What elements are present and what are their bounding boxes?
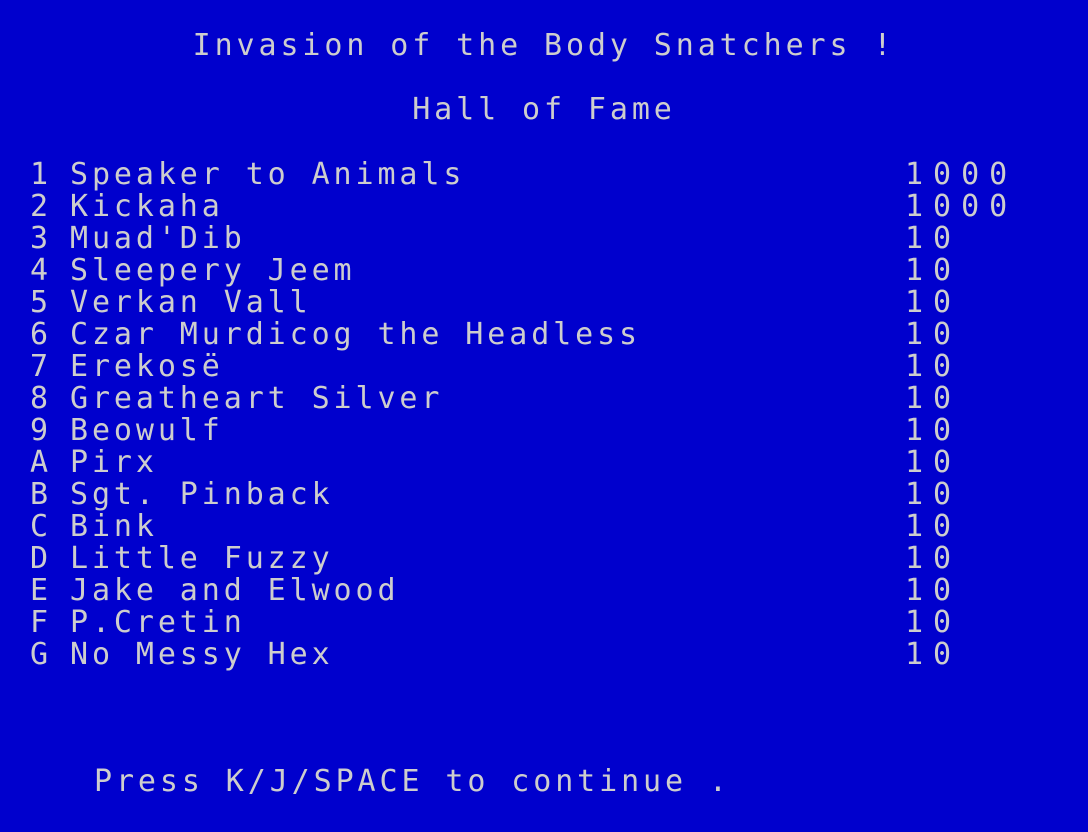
score-row: C Bink 10	[0, 511, 1088, 543]
entry-rank: E	[30, 573, 52, 608]
entry-rank: 4	[30, 253, 52, 288]
entry-score: 10	[905, 253, 962, 288]
entry-score: 10	[905, 605, 962, 640]
entry-name: Pirx	[70, 445, 158, 480]
score-row: A Pirx 10	[0, 447, 1088, 479]
entry-name: Speaker to Animals	[70, 157, 466, 192]
entry-score: 10	[905, 477, 962, 512]
entry-score: 10	[905, 285, 962, 320]
entry-name: Sgt. Pinback	[70, 477, 334, 512]
entry-score: 10	[905, 445, 962, 480]
entry-rank: A	[30, 445, 52, 480]
entry-score: 10	[905, 349, 962, 384]
entry-rank: 1	[30, 157, 52, 192]
score-row: 4 Sleepery Jeem 10	[0, 255, 1088, 287]
continue-prompt: Press K/J/SPACE to continue .	[94, 764, 731, 799]
score-row: 8 Greatheart Silver 10	[0, 383, 1088, 415]
entry-name: Little Fuzzy	[70, 541, 334, 576]
entry-name: Jake and Elwood	[70, 573, 400, 608]
score-row: 6 Czar Murdicog the Headless 10	[0, 319, 1088, 351]
entry-score: 10	[905, 221, 962, 256]
entry-rank: D	[30, 541, 52, 576]
entry-score: 10	[905, 509, 962, 544]
score-row: D Little Fuzzy 10	[0, 543, 1088, 575]
entry-score: 1000	[905, 189, 1018, 224]
score-row: F P.Cretin 10	[0, 607, 1088, 639]
entry-rank: 9	[30, 413, 52, 448]
entry-rank: 8	[30, 381, 52, 416]
entry-score: 10	[905, 381, 962, 416]
hall-of-fame-heading: Hall of Fame	[412, 92, 676, 127]
score-row: 7 Erekosë 10	[0, 351, 1088, 383]
entry-score: 10	[905, 637, 962, 672]
score-row: 2 Kickaha 1000	[0, 191, 1088, 223]
entry-name: Sleepery Jeem	[70, 253, 356, 288]
game-title: Invasion of the Body Snatchers !	[192, 28, 896, 63]
entry-name: Kickaha	[70, 189, 224, 224]
entry-name: No Messy Hex	[70, 637, 334, 672]
entry-name: Czar Murdicog the Headless	[70, 317, 641, 352]
entry-name: Beowulf	[70, 413, 224, 448]
entry-score: 10	[905, 317, 962, 352]
entry-score: 10	[905, 413, 962, 448]
entry-score: 10	[905, 541, 962, 576]
score-row: 1 Speaker to Animals 1000	[0, 159, 1088, 191]
entry-rank: G	[30, 637, 52, 672]
entry-rank: 5	[30, 285, 52, 320]
score-row: 3 Muad'Dib 10	[0, 223, 1088, 255]
score-row: 9 Beowulf 10	[0, 415, 1088, 447]
entry-score: 10	[905, 573, 962, 608]
entry-rank: 6	[30, 317, 52, 352]
entry-name: P.Cretin	[70, 605, 246, 640]
entry-rank: 3	[30, 221, 52, 256]
entry-name: Verkan Vall	[70, 285, 312, 320]
score-row: G No Messy Hex 10	[0, 639, 1088, 671]
score-row: 5 Verkan Vall 10	[0, 287, 1088, 319]
entry-rank: B	[30, 477, 52, 512]
entry-rank: F	[30, 605, 52, 640]
score-row: E Jake and Elwood 10	[0, 575, 1088, 607]
entry-name: Greatheart Silver	[70, 381, 444, 416]
entry-name: Bink	[70, 509, 158, 544]
entry-name: Muad'Dib	[70, 221, 246, 256]
score-row: B Sgt. Pinback 10	[0, 479, 1088, 511]
entry-rank: 2	[30, 189, 52, 224]
entry-score: 1000	[905, 157, 1018, 192]
entry-rank: 7	[30, 349, 52, 384]
entry-rank: C	[30, 509, 52, 544]
entry-name: Erekosë	[70, 349, 224, 384]
